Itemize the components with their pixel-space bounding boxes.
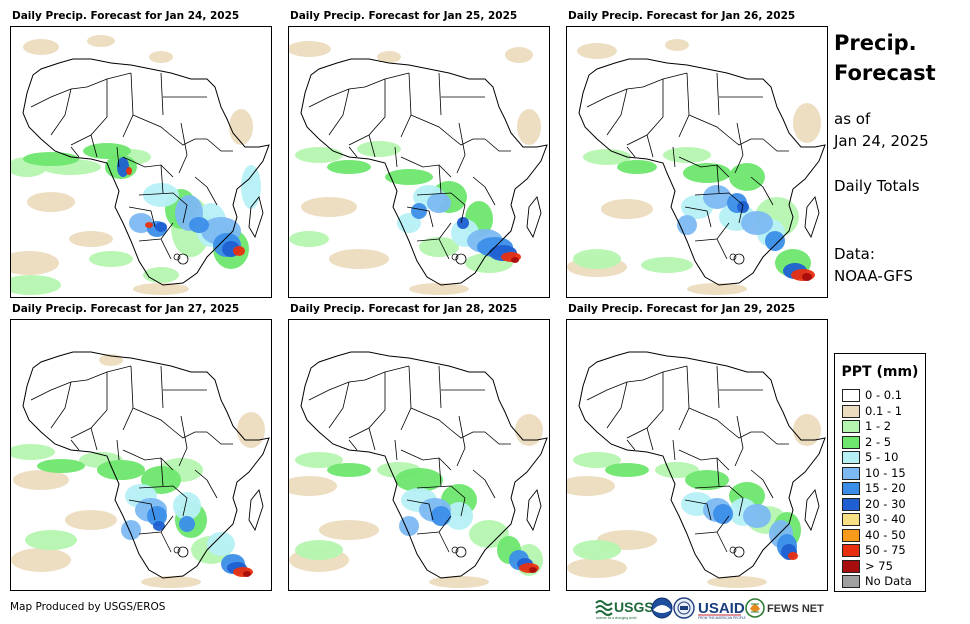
precip-map (566, 26, 828, 298)
forecast-panel-3: Daily Precip. Forecast for Jan 26, 2025 (566, 10, 828, 300)
totals-label: Daily Totals (834, 177, 920, 195)
data-source-label: Data: (834, 245, 875, 263)
forecast-panel-6: Daily Precip. Forecast for Jan 29, 2025 (566, 303, 828, 593)
legend-swatch (842, 575, 860, 588)
legend-item: > 75 (842, 559, 924, 574)
legend-item: 50 - 75 (842, 543, 924, 558)
precip-map (10, 319, 272, 591)
legend-item: No Data (842, 574, 924, 589)
usgs-tagline: science for a changing world (596, 616, 637, 620)
as-of-date: as of Jan 24, 2025 (834, 108, 929, 152)
credit-text: Map Produced by USGS/EROS (10, 601, 166, 613)
legend-label: 40 - 50 (865, 527, 906, 542)
legend-item: 30 - 40 (842, 512, 924, 527)
legend-item: 2 - 5 (842, 435, 924, 450)
legend-swatch (842, 466, 860, 480)
precip-map (566, 319, 828, 591)
usgs-logo: USGS science for a changing world (595, 599, 654, 620)
legend-label: 0 - 0.1 (865, 388, 903, 402)
panel-title: Daily Precip. Forecast for Jan 26, 2025 (568, 10, 796, 22)
legend-label: 20 - 30 (865, 496, 906, 511)
data-source-value: NOAA-GFS (834, 267, 913, 285)
main-title: Precip. Forecast (834, 28, 936, 88)
legend-item: 10 - 15 (842, 466, 924, 481)
fews-net-logo-text: FEWS NET (767, 603, 824, 615)
forecast-panel-2: Daily Precip. Forecast for Jan 25, 2025 (288, 10, 550, 300)
legend-label: > 75 (865, 558, 893, 573)
legend-label: 15 - 20 (865, 481, 906, 495)
legend-label: No Data (865, 574, 912, 588)
legend-swatch (842, 528, 860, 542)
legend-swatch (842, 497, 860, 511)
panel-title: Daily Precip. Forecast for Jan 27, 2025 (12, 303, 240, 315)
legend-swatch (842, 435, 860, 449)
legend-item: 5 - 10 (842, 450, 924, 465)
legend-item: 15 - 20 (842, 481, 924, 496)
legend-swatch (842, 389, 860, 402)
precip-map (10, 26, 272, 298)
data-source: Data: NOAA-GFS (834, 243, 913, 287)
legend-swatch (842, 451, 860, 464)
legend-swatch (842, 513, 860, 526)
fews-net-logo: FEWS NET (745, 598, 824, 618)
forecast-panel-5: Daily Precip. Forecast for Jan 28, 2025 (288, 303, 550, 593)
legend-item: 0.1 - 1 (842, 404, 924, 419)
legend-label: 10 - 15 (865, 465, 906, 480)
legend-item: 1 - 2 (842, 419, 924, 434)
legend-swatch (842, 404, 860, 418)
partner-logos: USGS science for a changing world USAID … (595, 597, 824, 620)
usaid-tagline: FROM THE AMERICAN PEOPLE (698, 616, 746, 620)
legend-swatch (842, 420, 860, 433)
as-of-value: Jan 24, 2025 (834, 132, 929, 150)
legend-label: 30 - 40 (865, 512, 906, 526)
legend-swatch (842, 482, 860, 495)
noaa-icon (651, 597, 673, 619)
legend-item: 20 - 30 (842, 497, 924, 512)
usaid-logo-text: USAID (698, 600, 745, 617)
panel-title: Daily Precip. Forecast for Jan 25, 2025 (290, 10, 518, 22)
main-title-line1: Precip. (834, 31, 917, 55)
forecast-panel-1: Daily Precip. Forecast for Jan 24, 2025 (10, 10, 272, 300)
usgs-logo-text: USGS (614, 599, 654, 615)
legend-label: 2 - 5 (865, 434, 892, 449)
legend-swatch (842, 544, 860, 557)
precip-map (288, 319, 550, 591)
panel-title: Daily Precip. Forecast for Jan 29, 2025 (568, 303, 796, 315)
legend-label: 0.1 - 1 (865, 403, 903, 418)
panel-title: Daily Precip. Forecast for Jan 28, 2025 (290, 303, 518, 315)
legend-swatch (842, 559, 860, 573)
legend-item: 0 - 0.1 (842, 388, 924, 403)
legend-label: 1 - 2 (865, 419, 892, 433)
doc-seal-icon (673, 597, 695, 619)
legend-label: 5 - 10 (865, 450, 899, 464)
precip-map (288, 26, 550, 298)
usaid-logo: USAID FROM THE AMERICAN PEOPLE (698, 600, 746, 620)
forecast-panel-4: Daily Precip. Forecast for Jan 27, 2025 (10, 303, 272, 593)
legend: PPT (mm) 0 - 0.1 0.1 - 1 1 - 2 2 - 5 5 -… (834, 353, 926, 592)
legend-item: 40 - 50 (842, 528, 924, 543)
panel-title: Daily Precip. Forecast for Jan 24, 2025 (12, 10, 240, 22)
as-of-label: as of (834, 110, 871, 128)
legend-label: 50 - 75 (865, 543, 906, 557)
main-title-line2: Forecast (834, 61, 936, 85)
legend-title: PPT (mm) (841, 364, 919, 380)
